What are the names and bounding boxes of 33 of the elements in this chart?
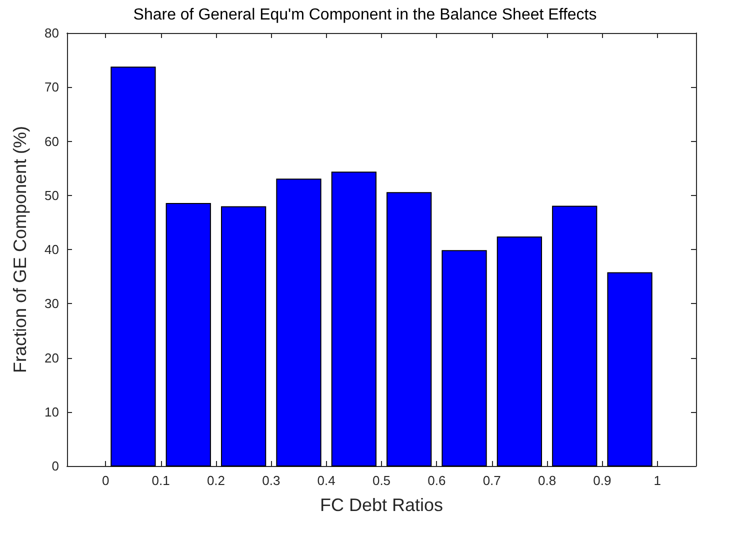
x-tick-label: 0.7 [482, 473, 501, 488]
bar [442, 250, 487, 466]
x-tick-label: 0.2 [206, 473, 226, 488]
y-tick-label: 30 [44, 296, 59, 312]
y-tick-label: 20 [44, 350, 59, 366]
y-tick-label: 50 [44, 188, 59, 203]
bar [552, 206, 598, 466]
x-tick-label: 1 [654, 473, 661, 488]
y-axis-title: Fraction of GE Component (%) [10, 126, 30, 374]
bar [110, 66, 156, 466]
bar [386, 192, 432, 466]
y-tick-label: 10 [44, 404, 59, 420]
y-tick-label: 0 [52, 458, 59, 474]
x-tick-label: 0 [102, 473, 110, 488]
bar [607, 272, 652, 466]
x-tick-label: 0.3 [262, 473, 280, 488]
y-tick-label: 70 [44, 80, 59, 95]
x-tick-label: 0.9 [593, 473, 612, 488]
bar [331, 172, 376, 466]
chart-title: Share of General Equ'm Component in the Balance Sheet Effects [133, 6, 597, 24]
x-tick-label: 0.1 [152, 473, 170, 488]
y-tick-label: 60 [44, 134, 59, 149]
x-tick-label: 0.6 [428, 473, 446, 488]
x-tick-label: 0.8 [538, 473, 556, 488]
y-tick-label: 80 [44, 26, 59, 40]
x-tick-label: 0.4 [317, 473, 336, 488]
bar [496, 236, 542, 466]
x-axis-title: FC Debt Ratios [320, 495, 444, 515]
y-tick-label: 40 [44, 242, 59, 257]
x-tick-label: 0.5 [372, 473, 391, 488]
bar [276, 178, 322, 466]
bar [220, 206, 266, 466]
bar [166, 202, 211, 466]
